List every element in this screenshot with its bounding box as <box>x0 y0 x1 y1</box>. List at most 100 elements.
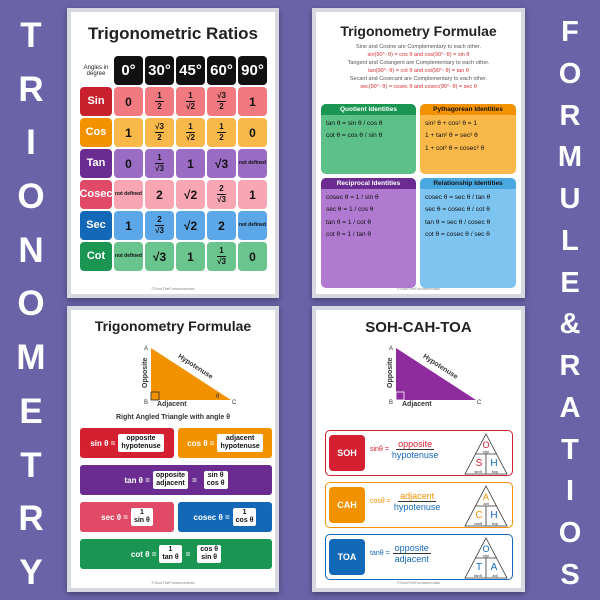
angle-header: 0° <box>114 56 143 85</box>
denominator: sin θ <box>133 517 150 524</box>
ratio-fraction: opposite hypotenuse <box>392 439 439 460</box>
fraction-bar <box>155 101 164 102</box>
box-title: Pythagorean Identities <box>420 104 516 115</box>
triangle-caption: Right Angled Triangle with angle θ <box>116 414 230 421</box>
vertex-b: B <box>144 400 148 404</box>
poster-trig-ratios: Trigonometric Ratios Angles in degree 0° 3… <box>67 8 279 298</box>
side-letter: N <box>18 230 44 270</box>
formula-fraction: 1 sin θ <box>130 508 153 526</box>
mnemonic-right-letter: A <box>491 562 498 573</box>
numerator: cos θ <box>200 546 219 554</box>
fraction-bar <box>217 132 226 133</box>
mnemonic-left-letter: C <box>475 510 482 521</box>
ratio-value: √3 2 <box>207 87 236 116</box>
mnemonic-tag: CAH <box>329 487 365 523</box>
numerator: √3 <box>155 122 164 131</box>
fraction-bar <box>217 256 226 257</box>
identity: cot θ = cos θ / sin θ <box>326 132 383 140</box>
identity: sec θ = 1 / cos θ <box>326 206 374 214</box>
ratio-value: √2 <box>176 180 205 209</box>
box-title: Reciprocal Identities <box>321 178 416 189</box>
denominator: adjacent <box>394 554 429 564</box>
mnemonic-left-sub: tanθ <box>474 573 483 578</box>
adjacent-label: Adjacent <box>157 401 187 408</box>
identity: cosec θ = 1 / sin θ <box>326 194 379 201</box>
fraction: 1 √3 <box>155 154 164 173</box>
denominator: 2 <box>157 133 162 142</box>
angle-header: 30° <box>145 56 174 85</box>
mnemonic-left-letter: T <box>476 562 482 573</box>
denominator: cos θ <box>206 480 225 487</box>
fraction: √3 2 <box>155 123 164 142</box>
relationship-identities-box: Relationship Identities cosec θ = sec θ … <box>420 178 516 288</box>
ratio-name: Sec <box>80 211 112 240</box>
ratio-value: 1 <box>114 118 143 147</box>
denominator: hypotenuse <box>393 502 441 512</box>
ratio-fraction: opposite adjacent <box>392 543 431 564</box>
fraction-bar <box>155 225 164 226</box>
ratios-table: Angles in degree 0° 30° 45° 60° 90° Sin 0 1 2 1 √2 √… <box>79 56 267 271</box>
side-letter: E <box>560 266 580 299</box>
identity: cot θ = cosec θ / sec θ <box>425 231 490 239</box>
formula-fraction: adjacent hypotenuse <box>217 434 263 452</box>
side-letter: O <box>558 57 582 90</box>
ratio-value: 1 √2 <box>176 87 205 116</box>
vertex-b: B <box>389 400 393 404</box>
poster-title: Trigonometry Formulae <box>340 23 497 39</box>
poster-title: SOH-CAH-TOA <box>365 319 472 336</box>
side-letter: R <box>18 499 44 539</box>
formula-fraction: sin θ cos θ <box>203 471 228 489</box>
mnemonic-top-sub: adj <box>483 501 488 506</box>
numerator: 1 <box>219 246 224 255</box>
note-line: sin(90°- θ) = cos θ and cos(90°- θ) = si… <box>367 51 470 58</box>
poster-title: Trigonometric Ratios <box>87 24 259 43</box>
ratio-value: not defined <box>238 149 267 178</box>
vertex-a: A <box>144 346 148 352</box>
ratio-value: 1 <box>238 87 267 116</box>
denominator: √3 <box>217 195 226 204</box>
ratio-equation: tanθ = opposite adjacent <box>370 543 431 564</box>
fraction-bar <box>217 194 226 195</box>
side-letter: Y <box>19 552 43 592</box>
side-letter: & <box>559 308 581 341</box>
numerator: √3 <box>217 91 226 100</box>
side-letter: E <box>19 391 43 431</box>
ratio-value: √3 <box>207 149 236 178</box>
fraction-bar <box>186 101 195 102</box>
pythagorean-identities-box: Pythagorean Identities sin² θ + cos² θ =… <box>420 104 516 174</box>
fraction: 2 √3 <box>217 185 226 204</box>
ratio-value: 1 <box>114 211 143 240</box>
ratio-value: √2 <box>176 211 205 240</box>
numerator: 1 <box>188 122 193 131</box>
numerator: 1 <box>139 509 144 517</box>
identity: cosec θ = sec θ / tan θ <box>425 194 491 201</box>
mnemonic-right-sub: hyp <box>492 521 499 526</box>
side-letter: R <box>559 99 581 132</box>
equals-sign: = <box>192 475 197 485</box>
denominator: 2 <box>219 102 224 111</box>
ratio-value: not defined <box>114 242 143 271</box>
credit: ©SowTheFundamentals <box>151 286 195 291</box>
right-angle-mark <box>395 391 405 401</box>
ratio-fraction: adjacent hypotenuse <box>394 491 441 512</box>
ratio-value: 0 <box>114 149 143 178</box>
ratio-value: √3 2 <box>145 118 174 147</box>
sin-formula: sin θ = opposite hypotenuse <box>80 428 174 458</box>
note-line: sec(90°- θ) = cosec θ and cosec(90°- θ) … <box>360 83 477 90</box>
denominator: sin θ <box>201 554 218 561</box>
fraction-bar <box>155 163 164 164</box>
fraction-bar <box>155 132 164 133</box>
ratio-value: 1 √2 <box>176 118 205 147</box>
right-triangle-diagram: A B C θ Hypotenuse Opposite <box>142 346 237 404</box>
ratio-label: tanθ = <box>370 550 390 557</box>
side-letter: I <box>565 475 575 508</box>
ratio-value: not defined <box>238 211 267 240</box>
fraction: 2 √3 <box>155 216 164 235</box>
formula-fraction: opposite adjacent <box>152 471 189 489</box>
right-angle-mark <box>150 391 160 401</box>
ratio-value: 0 <box>238 118 267 147</box>
mnemonic-top-sub: opp <box>483 553 490 558</box>
